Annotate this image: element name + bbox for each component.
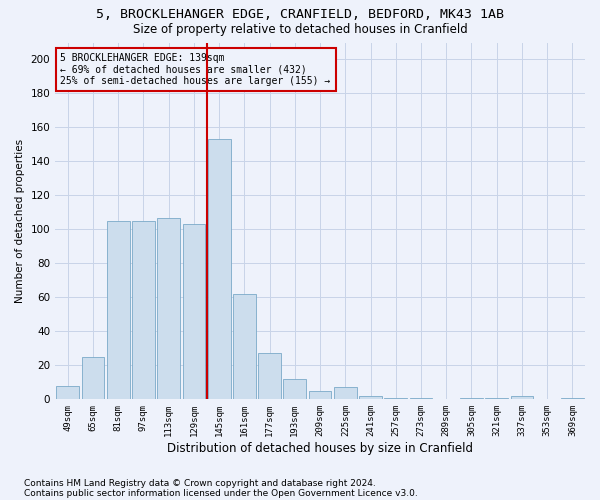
Text: Size of property relative to detached houses in Cranfield: Size of property relative to detached ho… — [133, 22, 467, 36]
Bar — [561, 398, 584, 400]
Bar — [511, 396, 533, 400]
Text: 5, BROCKLEHANGER EDGE, CRANFIELD, BEDFORD, MK43 1AB: 5, BROCKLEHANGER EDGE, CRANFIELD, BEDFOR… — [96, 8, 504, 20]
Bar — [107, 221, 130, 400]
Bar — [182, 224, 205, 400]
Bar — [132, 221, 155, 400]
Bar — [56, 386, 79, 400]
Bar — [460, 398, 483, 400]
Bar — [359, 396, 382, 400]
Bar — [334, 388, 356, 400]
Bar — [309, 391, 331, 400]
Bar — [82, 357, 104, 400]
Text: Contains HM Land Registry data © Crown copyright and database right 2024.: Contains HM Land Registry data © Crown c… — [24, 478, 376, 488]
Text: 5 BROCKLEHANGER EDGE: 139sqm
← 69% of detached houses are smaller (432)
25% of s: 5 BROCKLEHANGER EDGE: 139sqm ← 69% of de… — [61, 53, 331, 86]
Bar — [208, 140, 230, 400]
Bar — [485, 398, 508, 400]
Bar — [410, 398, 433, 400]
Bar — [157, 218, 180, 400]
Bar — [283, 379, 306, 400]
Bar — [233, 294, 256, 400]
Y-axis label: Number of detached properties: Number of detached properties — [15, 139, 25, 303]
X-axis label: Distribution of detached houses by size in Cranfield: Distribution of detached houses by size … — [167, 442, 473, 455]
Bar — [258, 354, 281, 400]
Text: Contains public sector information licensed under the Open Government Licence v3: Contains public sector information licen… — [24, 488, 418, 498]
Bar — [385, 398, 407, 400]
